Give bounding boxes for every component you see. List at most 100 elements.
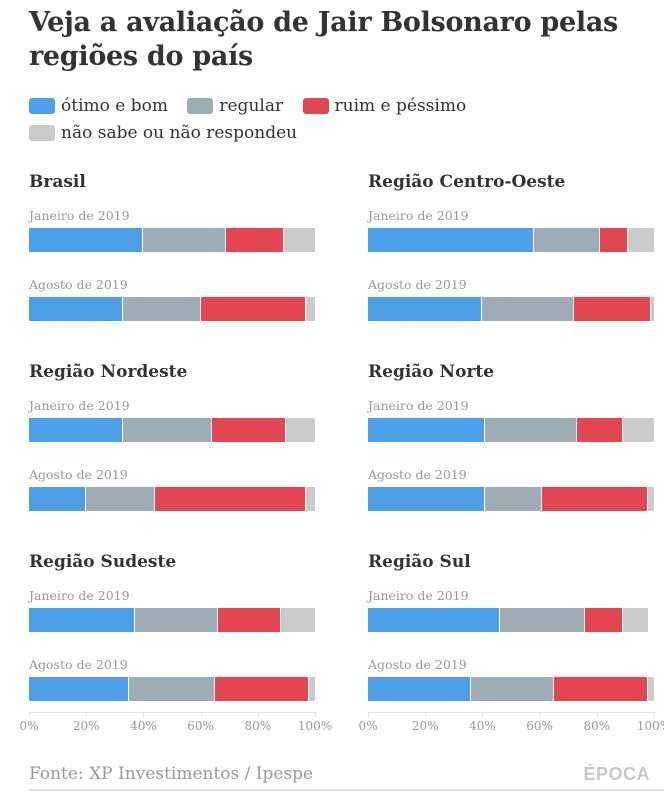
bar-segment-ruim-e-pessimo [585,608,623,632]
bar-segment-nao-sabe-ou-nao-respondeu [306,297,315,321]
bar-segment-nao-sabe-ou-nao-respondeu [648,487,654,511]
bar-segment-nao-sabe-ou-nao-respondeu [628,228,654,252]
period-label: Janeiro de 2019 [368,588,469,603]
bar-segment-regular [485,418,577,442]
stacked-bar [368,297,654,321]
period-label: Agosto de 2019 [29,657,128,672]
bar-segment-ruim-e-pessimo [573,297,652,321]
tick-mark [368,712,369,717]
period-label: Janeiro de 2019 [29,208,130,223]
bar-segment-regular [86,487,155,511]
bar-segment-otimo-e-bom [29,228,144,252]
tick-label: 80% [583,719,611,733]
period-label: Agosto de 2019 [368,277,467,292]
bar-segment-nao-sabe-ou-nao-respondeu [280,608,315,632]
source-note: Fonte: XP Investimentos / Ipespe [29,764,314,784]
tick-label: 0% [19,719,39,733]
bar-segment-otimo-e-bom [29,677,130,701]
legend-item: ruim e péssimo [302,94,467,118]
tick-label: 0% [358,719,378,733]
tick-label: 20% [411,719,439,733]
bar-segment-otimo-e-bom [29,297,124,321]
panel-regiao-nordeste: Região Nordeste Janeiro de 2019 Agosto de … [29,362,319,522]
period-label: Janeiro de 2019 [368,398,469,413]
bar-segment-ruim-e-pessimo [214,677,310,701]
tick-mark [200,712,202,717]
period-label: Agosto de 2019 [29,277,128,292]
bar-segment-regular [485,487,543,511]
tick-label: 40% [130,719,157,733]
bar-segment-ruim-e-pessimo [200,297,307,321]
stacked-bar [368,608,654,632]
bar-segment-otimo-e-bom [29,418,124,442]
bar-segment-nao-sabe-ou-nao-respondeu [283,228,315,252]
bar-segment-ruim-e-pessimo [599,228,629,252]
bar-segment-nao-sabe-ou-nao-respondeu [622,608,649,632]
legend-label: regular [219,96,284,116]
bar-segment-ruim-e-pessimo [226,228,284,252]
bar-segment-regular [123,297,201,321]
bar-segment-otimo-e-bom [29,608,135,632]
bar-segment-regular [533,228,600,252]
bar-segment-nao-sabe-ou-nao-respondeu [622,418,654,442]
tick-label: 80% [244,719,272,733]
stacked-bar [368,418,654,442]
panel-regiao-centro-oeste: Região Centro-Oeste Janeiro de 2019 Agosto… [368,172,658,332]
panel-title: Região Sudeste [29,552,177,572]
stacked-bar [368,677,654,701]
bar-segment-regular [482,297,574,321]
legend-label: ruim e péssimo [334,96,467,116]
bar-segment-otimo-e-bom [368,608,500,632]
tick-mark [86,712,88,717]
tick-label: 40% [469,719,496,733]
bar-segment-nao-sabe-ou-nao-respondeu [309,677,315,701]
stacked-bar [29,677,315,701]
bar-segment-otimo-e-bom [368,418,486,442]
bar-segment-ruim-e-pessimo [576,418,623,442]
tick-mark [482,712,484,717]
bar-segment-regular [143,228,227,252]
bar-segment-otimo-e-bom [368,297,483,321]
axis-line [29,712,315,713]
bar-segment-regular [499,608,586,632]
footer-divider [29,789,664,791]
tick-mark [29,712,30,717]
tick-mark [425,712,427,717]
chart-title: Veja a avaliação de Jair Bolsonaro pelas… [29,7,618,72]
stacked-bar [368,228,654,252]
legend-swatch [302,98,329,114]
panel-brasil: Brasil Janeiro de 2019 Agosto de 2019 [29,172,319,332]
period-label: Agosto de 2019 [368,467,467,482]
stacked-bar [29,297,315,321]
tick-mark [596,712,598,717]
stacked-bar [29,228,315,252]
panel-title: Região Nordeste [29,362,188,382]
legend: ótimo e bom regular ruim e péssimo não s… [29,94,589,148]
legend-label: ótimo e bom [61,96,168,116]
panel-title: Região Norte [368,362,495,382]
bar-segment-nao-sabe-ou-nao-respondeu [651,297,654,321]
period-label: Agosto de 2019 [368,657,467,672]
panel-regiao-sudeste: Região Sudeste Janeiro de 2019 Agosto de 2… [29,552,319,712]
bar-segment-otimo-e-bom [368,228,534,252]
period-label: Janeiro de 2019 [29,588,130,603]
panel-title: Região Sul [368,552,471,572]
epoca-logo: ÉPOCA [583,764,650,784]
tick-label: 60% [187,719,214,733]
bar-segment-nao-sabe-ou-nao-respondeu [648,677,654,701]
period-label: Janeiro de 2019 [368,208,469,223]
panel-title: Região Centro-Oeste [368,172,566,192]
bar-segment-ruim-e-pessimo [542,487,649,511]
tick-label: 100% [297,719,333,733]
axis-line [368,712,654,713]
bar-segment-otimo-e-bom [368,487,486,511]
tick-label: 100% [636,719,664,733]
bar-segment-otimo-e-bom [29,487,87,511]
panel-title: Brasil [29,172,86,192]
tick-mark [315,712,316,717]
bar-segment-ruim-e-pessimo [212,418,287,442]
bar-segment-regular [129,677,215,701]
tick-mark [654,712,655,717]
legend-label: não sabe ou não respondeu [61,123,298,143]
stacked-bar [29,487,315,511]
